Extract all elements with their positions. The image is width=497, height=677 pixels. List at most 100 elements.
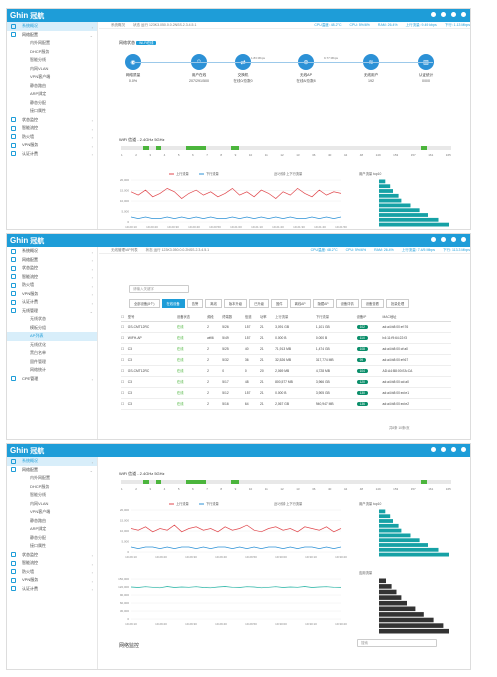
ip-badge[interactable]: 104: [356, 365, 383, 377]
tab[interactable]: 设备详情: [335, 299, 359, 308]
sidebar-item[interactable]: 内网VLAN: [7, 500, 97, 509]
help-icon[interactable]: [431, 447, 436, 452]
sidebar-item[interactable]: 无线管理 ⌄: [7, 307, 97, 316]
tab[interactable]: 离线AP: [289, 299, 311, 308]
bell-icon[interactable]: [451, 12, 456, 17]
tab[interactable]: 固件: [270, 299, 288, 308]
sidebar-item[interactable]: DHCP服务: [7, 48, 97, 57]
tab[interactable]: 全部设备(8个): [129, 299, 160, 308]
sidebar-item[interactable]: 状态监控 ›: [7, 551, 97, 560]
sidebar-item[interactable]: 无线状态: [7, 315, 97, 324]
table-row[interactable]: ☐ C3 在线 2 5/25 40 21 71,913 MB 1,474 GB 108 ad:a4:…: [121, 343, 451, 355]
sidebar-item[interactable]: 静态路由: [7, 82, 97, 91]
search-input[interactable]: 请输入关键字: [129, 285, 189, 293]
checkbox[interactable]: ☐: [121, 313, 128, 322]
sidebar-item[interactable]: 模板分组: [7, 324, 97, 333]
power-icon[interactable]: [461, 237, 466, 242]
help-icon[interactable]: [431, 12, 436, 17]
sidebar-item[interactable]: 黑白名单: [7, 349, 97, 358]
user-icon[interactable]: [441, 447, 446, 452]
user-icon[interactable]: [441, 237, 446, 242]
sidebar-item[interactable]: 固件管理: [7, 358, 97, 367]
tab[interactable]: 批量处理: [385, 299, 410, 308]
table-row[interactable]: ☐ C3 在线 2 5/32 36 21 32,526 MB 317,774 MB 99 ad:a4…: [121, 354, 451, 366]
table-row[interactable]: ☐ C3 在线 2 5/12 157 21 0.000 B 3,905 GB 130 ad:a4:b…: [121, 387, 451, 399]
sidebar-item[interactable]: VPN服务 ›: [7, 141, 97, 150]
pagination[interactable]: 共8条 10条/页: [389, 426, 410, 430]
ip-badge[interactable]: 120: [356, 376, 383, 388]
search-input[interactable]: 搜索: [357, 639, 437, 647]
sidebar-item[interactable]: 防火墙 ›: [7, 568, 97, 577]
sidebar-item[interactable]: ARP绑定: [7, 90, 97, 99]
checkbox[interactable]: ☐: [121, 387, 128, 399]
sidebar-item[interactable]: 网络统计: [7, 366, 97, 375]
checkbox[interactable]: ☐: [121, 321, 128, 333]
sidebar-item[interactable]: 智能分线: [7, 491, 97, 500]
topology-node[interactable]: ▥ 认证统计 0/0/0: [404, 54, 448, 83]
tab[interactable]: 已升级: [249, 299, 269, 308]
bell-icon[interactable]: [451, 237, 456, 242]
topology-node[interactable]: ◉ 网络质量 0.0%: [111, 54, 155, 83]
user-icon[interactable]: [441, 12, 446, 17]
tab[interactable]: 在线设备: [161, 299, 185, 308]
table-row[interactable]: ☐ C3 在线 2 5/17 48 21 800,577 MB 3,966 GB 120 ad:a4…: [121, 376, 451, 388]
help-icon[interactable]: [431, 237, 436, 242]
sidebar-item[interactable]: 网络配置 ›: [7, 256, 97, 265]
sidebar-item[interactable]: DHCP服务: [7, 483, 97, 492]
sidebar-item[interactable]: 状态监控 ›: [7, 264, 97, 273]
sidebar-item[interactable]: ARP绑定: [7, 525, 97, 534]
sidebar-item[interactable]: 状态监控 ›: [7, 116, 97, 125]
tab[interactable]: 隐藏AP: [312, 299, 334, 308]
table-row[interactable]: ☐ GS-CMT12RC 在线 2 5/26 157 21 3,091 GB 1,101 GB 1…: [121, 321, 451, 333]
checkbox[interactable]: ☐: [121, 343, 128, 355]
power-icon[interactable]: [461, 447, 466, 452]
sidebar-item[interactable]: 接口属性: [7, 107, 97, 116]
ip-badge[interactable]: 108: [356, 343, 383, 355]
sidebar-item[interactable]: 内外网配置: [7, 39, 97, 48]
sidebar-item[interactable]: VPN服务 ›: [7, 576, 97, 585]
bell-icon[interactable]: [451, 447, 456, 452]
topology-node[interactable]: ≋ 无线用户 192: [349, 54, 393, 83]
sidebar-item[interactable]: 网络配置 ⌄: [7, 466, 97, 475]
topology-node[interactable]: ☺ 用户在线 207/291/500: [177, 54, 221, 83]
checkbox[interactable]: ☐: [121, 398, 128, 410]
sidebar-item[interactable]: 防火墙 ›: [7, 133, 97, 142]
sidebar-item[interactable]: VPN客户端: [7, 508, 97, 517]
sidebar-item[interactable]: 认证计费 ›: [7, 298, 97, 307]
tab[interactable]: 离线: [205, 299, 222, 308]
tab[interactable]: 版本升级: [223, 299, 248, 308]
sidebar-item[interactable]: 智能流控 ›: [7, 124, 97, 133]
sidebar-item[interactable]: 静态分配: [7, 534, 97, 543]
power-icon[interactable]: [461, 12, 466, 17]
sidebar-item[interactable]: 内网VLAN: [7, 65, 97, 74]
sidebar-item[interactable]: 防火墙 ›: [7, 281, 97, 290]
ip-badge[interactable]: 130: [356, 387, 383, 399]
sidebar-item[interactable]: VPN客户端: [7, 73, 97, 82]
ip-badge[interactable]: 99: [356, 354, 383, 366]
sidebar-item[interactable]: 认证计费 ›: [7, 150, 97, 159]
table-row[interactable]: ☐ GS-CMT12RC 在线 2 0 0 20 2,069 MB 4,728 MB 104 AD:…: [121, 365, 451, 377]
sidebar-item[interactable]: 接口属性: [7, 542, 97, 551]
sidebar-item[interactable]: 系统概况 ›: [7, 457, 97, 466]
checkbox[interactable]: ☐: [121, 365, 128, 377]
sidebar-item[interactable]: 内外网配置: [7, 474, 97, 483]
sidebar-item[interactable]: 静态分配: [7, 99, 97, 108]
sidebar-item[interactable]: AP列表: [7, 332, 97, 341]
tab[interactable]: 设备查看: [360, 299, 384, 308]
sidebar-item[interactable]: 系统概况 ›: [7, 247, 97, 256]
table-row[interactable]: ☐ WIFH-AP 在线 wifi6 5/49 157 21 0.000 B 0.000 B 11…: [121, 332, 451, 344]
sidebar-item[interactable]: 系统概况 ›: [7, 22, 97, 31]
checkbox[interactable]: ☐: [121, 376, 128, 388]
checkbox[interactable]: ☐: [121, 332, 128, 344]
sidebar-item[interactable]: 网络配置 ⌄: [7, 31, 97, 40]
table-row[interactable]: ☐ C3 在线 2 5/16 64 21 2,067 GB 940,947 MB 136 ad:a4…: [121, 398, 451, 410]
ip-badge[interactable]: 114: [356, 332, 383, 344]
sidebar-item[interactable]: 智能流控 ›: [7, 559, 97, 568]
sidebar-item[interactable]: VPN服务 ›: [7, 290, 97, 299]
checkbox[interactable]: ☐: [121, 354, 128, 366]
sidebar-item[interactable]: 智能流控 ›: [7, 273, 97, 282]
sidebar-item[interactable]: 智能分线: [7, 56, 97, 65]
topology-node[interactable]: ⊛ 无线AP 在线8/总数8: [284, 54, 328, 84]
ip-badge[interactable]: 102: [356, 321, 383, 333]
sidebar-item[interactable]: 认证计费 ›: [7, 585, 97, 594]
